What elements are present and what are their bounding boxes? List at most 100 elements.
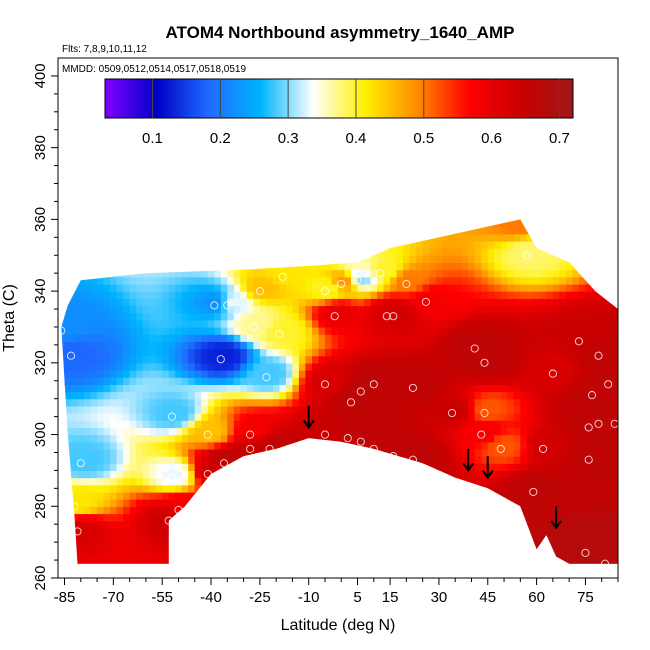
heatmap-cell: [64, 341, 72, 350]
heatmap-cell: [344, 506, 352, 515]
heatmap-cell: [409, 477, 417, 486]
heatmap-cell: [298, 484, 306, 493]
heatmap-cell: [416, 420, 424, 428]
heatmap-cell: [279, 506, 287, 515]
heatmap-cell: [546, 549, 554, 558]
heatmap-cell: [494, 506, 502, 515]
heatmap-cell: [487, 276, 495, 285]
heatmap-cell: [396, 513, 404, 522]
heatmap-cell: [123, 291, 131, 299]
heatmap-cell: [383, 319, 391, 328]
heatmap-cell: [162, 441, 170, 450]
heatmap-cell: [214, 262, 222, 271]
heatmap-cell: [539, 269, 547, 278]
heatmap-cell: [253, 456, 261, 464]
heatmap-cell: [116, 255, 124, 263]
heatmap-cell: [61, 276, 66, 285]
heatmap-cell: [103, 477, 111, 486]
heatmap-cell: [435, 291, 443, 299]
heatmap-cell: [227, 535, 235, 543]
heatmap-cell: [240, 427, 248, 436]
heatmap-cell: [500, 327, 508, 335]
heatmap-cell: [116, 233, 124, 242]
heatmap-cell: [370, 269, 378, 278]
heatmap-cell: [188, 405, 196, 414]
heatmap-cell: [90, 448, 98, 457]
heatmap-cell: [474, 362, 482, 371]
heatmap-cell: [370, 477, 378, 486]
heatmap-cell: [358, 564, 365, 572]
heatmap-cell: [84, 448, 92, 457]
heatmap-cell: [77, 298, 85, 307]
heatmap-cell: [559, 255, 567, 263]
heatmap-cell: [77, 341, 85, 350]
heatmap-cell: [246, 556, 254, 564]
heatmap-cell: [416, 240, 424, 249]
heatmap-cell: [396, 226, 404, 235]
heatmap-cell: [455, 441, 463, 450]
heatmap-cell: [123, 564, 130, 572]
heatmap-cell: [520, 491, 528, 500]
x-tick-label: -25: [249, 589, 271, 606]
heatmap-cell: [155, 305, 163, 314]
heatmap-cell: [292, 420, 300, 428]
heatmap-cell: [487, 219, 495, 220]
heatmap-cell: [370, 456, 378, 464]
heatmap-cell: [533, 448, 541, 457]
heatmap-cell: [220, 240, 228, 249]
y-tick-label: 360: [32, 207, 49, 232]
heatmap-cell: [468, 362, 476, 371]
heatmap-cell: [481, 327, 489, 335]
heatmap-cell: [481, 542, 489, 550]
heatmap-cell: [312, 463, 320, 471]
heatmap-cell: [71, 391, 79, 400]
heatmap-cell: [357, 348, 365, 357]
heatmap-cell: [364, 564, 371, 572]
heatmap-cell: [565, 219, 573, 228]
heatmap-cell: [396, 427, 404, 436]
heatmap-cell: [559, 319, 567, 328]
heatmap-cell: [461, 441, 469, 450]
heatmap-cell: [572, 513, 580, 522]
heatmap-cell: [298, 463, 306, 471]
heatmap-cell: [429, 240, 437, 249]
heatmap-cell: [592, 334, 600, 342]
heatmap-cell: [611, 391, 618, 400]
heatmap-cell: [377, 477, 385, 486]
heatmap-cell: [142, 240, 150, 249]
heatmap-cell: [84, 341, 92, 350]
heatmap-cell: [149, 420, 157, 428]
heatmap-cell: [461, 327, 469, 335]
heatmap-cell: [474, 219, 482, 228]
heatmap-cell: [435, 248, 443, 256]
heatmap-cell: [442, 434, 450, 443]
heatmap-cell: [618, 492, 625, 500]
heatmap-cell: [442, 255, 450, 263]
heatmap-cell: [461, 276, 469, 285]
heatmap-cell: [266, 226, 274, 235]
heatmap-cell: [110, 226, 118, 235]
heatmap-cell: [481, 291, 489, 299]
heatmap-cell: [390, 564, 397, 572]
heatmap-cell: [77, 276, 85, 285]
heatmap-cell: [422, 491, 430, 500]
heatmap-cell: [61, 405, 66, 414]
heatmap-cell: [539, 384, 547, 393]
heatmap-cell: [175, 456, 183, 464]
colorbar-bar: [104, 78, 574, 119]
heatmap-cell: [578, 341, 586, 350]
heatmap-cell: [97, 319, 105, 328]
heatmap-cell: [513, 319, 521, 328]
heatmap-cell: [207, 334, 215, 342]
heatmap-cell: [578, 463, 586, 471]
heatmap-cell: [390, 219, 398, 220]
heatmap-cell: [168, 542, 176, 550]
heatmap-cell: [572, 535, 580, 543]
heatmap-cell: [605, 491, 613, 500]
heatmap-cell: [110, 312, 118, 321]
heatmap-cell: [409, 276, 417, 285]
heatmap-cell: [592, 370, 600, 378]
heatmap-cell: [312, 283, 320, 292]
heatmap-cell: [585, 276, 593, 285]
heatmap-cell: [618, 270, 625, 278]
